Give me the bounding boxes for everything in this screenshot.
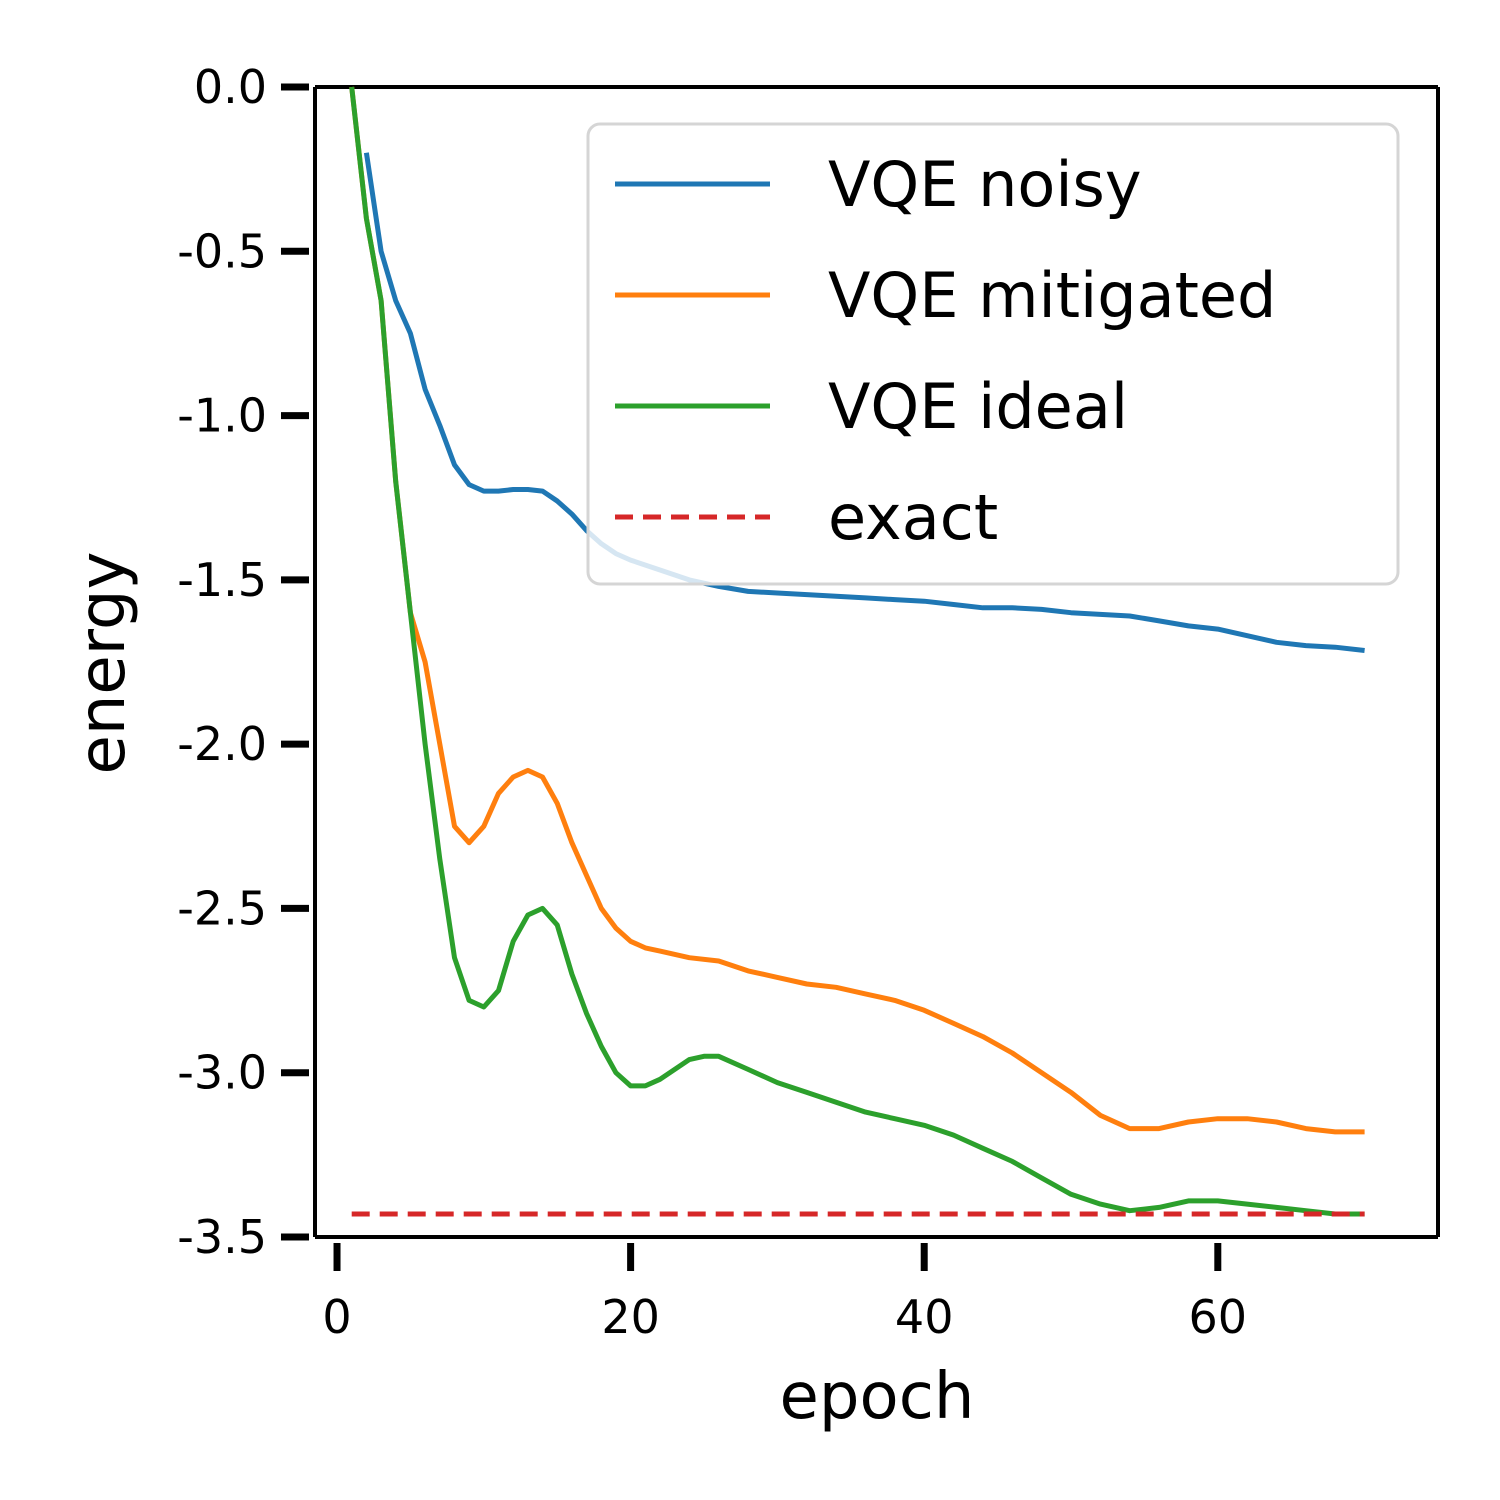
series-line-1 [363, 152, 1365, 653]
x-tick-label: 20 [601, 1290, 660, 1344]
legend: VQE noisy VQE mitigated VQE ideal exact [586, 122, 1400, 586]
y-axis-ticks: 0.0 -0.5 -1.0 -1.5 -2.0 -2.5 -3.0 -3.5 [177, 60, 309, 1264]
y-tick-label: -2.0 [177, 717, 267, 771]
y-tick-label: -2.5 [177, 881, 267, 935]
legend-label: VQE ideal [828, 370, 1128, 443]
y-tick-label: -0.5 [177, 224, 267, 278]
y-tick-label: -1.5 [177, 553, 267, 607]
legend-label: VQE noisy [828, 148, 1142, 221]
y-axis-label: energy [66, 552, 140, 775]
series-line-3 [349, 86, 1365, 1217]
legend-label: VQE mitigated [828, 259, 1276, 332]
x-tick-label: 60 [1189, 1290, 1248, 1344]
y-tick-label: -1.0 [177, 389, 267, 443]
series-line-2 [349, 86, 1365, 1135]
x-tick-label: 0 [322, 1290, 351, 1344]
legend-label: exact [828, 481, 998, 554]
plot-area [313, 85, 1440, 1239]
y-tick-label: -3.5 [177, 1210, 267, 1264]
x-tick-label: 40 [895, 1290, 954, 1344]
y-tick-label: -3.0 [177, 1046, 267, 1100]
series-layer [349, 86, 1365, 1217]
y-tick-label: 0.0 [194, 60, 267, 114]
x-axis-ticks: 0 20 40 60 [322, 1243, 1247, 1344]
legend-box [586, 122, 1400, 586]
x-axis-label: epoch [780, 1360, 975, 1434]
